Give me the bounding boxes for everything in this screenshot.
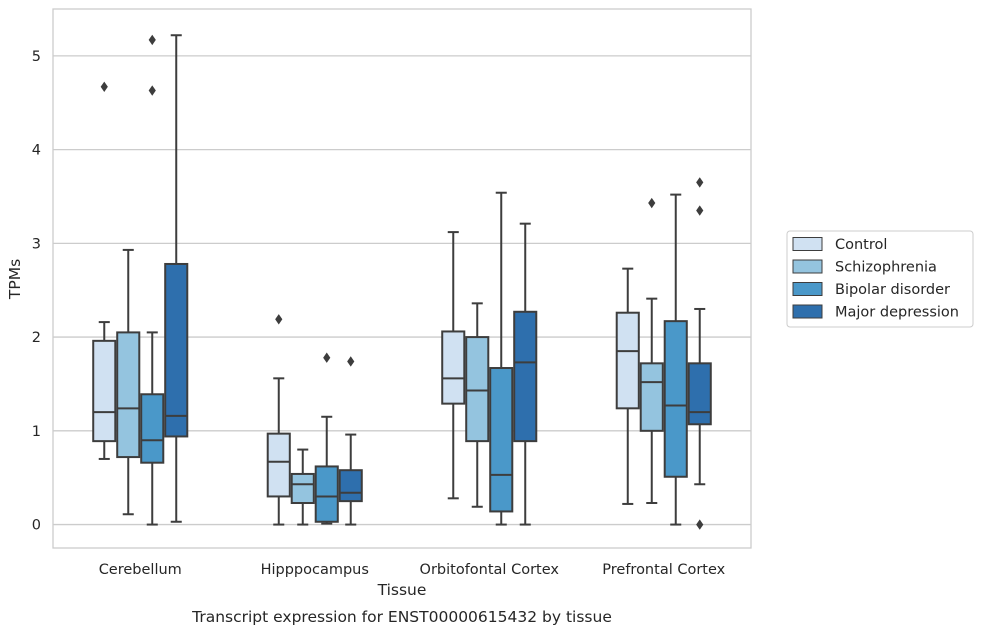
legend-label: Major depression [835, 305, 959, 321]
box [441, 330, 466, 405]
box-group [116, 248, 141, 516]
box-group [290, 448, 315, 526]
legend-label: Control [835, 237, 887, 253]
outlier-point [100, 81, 108, 93]
outlier-point [347, 356, 355, 367]
legend-swatch [792, 304, 823, 319]
y-tick-label: 3 [32, 236, 41, 252]
outlier-point [148, 34, 156, 46]
y-axis-label: TPMs [6, 259, 24, 300]
x-tick-labels: Cerebellum Hipppocampus Orbitofontal Corte… [99, 562, 726, 578]
outlier-point [148, 85, 156, 96]
box [116, 331, 141, 459]
box [266, 432, 291, 498]
x-axis-label: Tissue [377, 581, 427, 599]
box-group [441, 231, 466, 500]
box [338, 469, 363, 503]
y-tick-label: 0 [32, 518, 41, 534]
box [513, 310, 538, 443]
box-group [465, 302, 490, 508]
box-group [663, 193, 688, 526]
legend-label: Bipolar disorder [835, 282, 950, 298]
box [489, 367, 514, 513]
y-tick-label: 5 [32, 49, 41, 65]
legend-label: Schizophrenia [835, 260, 937, 276]
legend: Control Schizophrenia Bipolar disorder Majo… [786, 230, 974, 328]
x-tick-label: Orbitofontal Cortex [420, 562, 560, 578]
outlier-point [696, 177, 704, 188]
outlier-point [696, 205, 704, 216]
legend-swatch [792, 259, 823, 274]
outlier-point [323, 352, 331, 363]
outlier-point [648, 197, 656, 209]
box [639, 362, 664, 432]
box-group [338, 356, 363, 526]
legend-swatch [792, 282, 823, 296]
legend-frame [786, 230, 974, 328]
box-group [140, 34, 165, 526]
box-group [92, 81, 117, 460]
outlier-point [696, 519, 704, 530]
box-group [489, 191, 514, 526]
box-group [687, 177, 712, 530]
box-group [639, 197, 664, 505]
y-tick-label: 2 [32, 330, 41, 346]
box [687, 362, 712, 426]
box [615, 311, 640, 410]
box [314, 465, 339, 523]
x-tick-label: Prefrontal Cortex [602, 562, 725, 578]
box-group [314, 352, 339, 525]
chart-caption: Transcript expression for ENST0000061543… [191, 608, 612, 626]
box [140, 393, 165, 464]
box-group [615, 267, 640, 505]
plot-area-frame [52, 8, 752, 549]
outlier-point [275, 314, 283, 325]
box-group [164, 34, 189, 523]
x-tick-label: Cerebellum [99, 562, 182, 578]
x-tick-label: Hipppocampus [261, 562, 369, 578]
legend-swatch [792, 237, 823, 251]
y-tick-labels: 0 1 2 3 4 5 [32, 49, 41, 534]
box [663, 320, 688, 478]
box-group [513, 222, 538, 526]
boxes [92, 34, 712, 530]
y-tick-label: 1 [32, 424, 41, 440]
box [164, 262, 189, 438]
box-group [266, 314, 291, 526]
box [290, 472, 315, 505]
box [92, 339, 117, 443]
y-tick-label: 4 [32, 143, 41, 159]
box [465, 336, 490, 443]
